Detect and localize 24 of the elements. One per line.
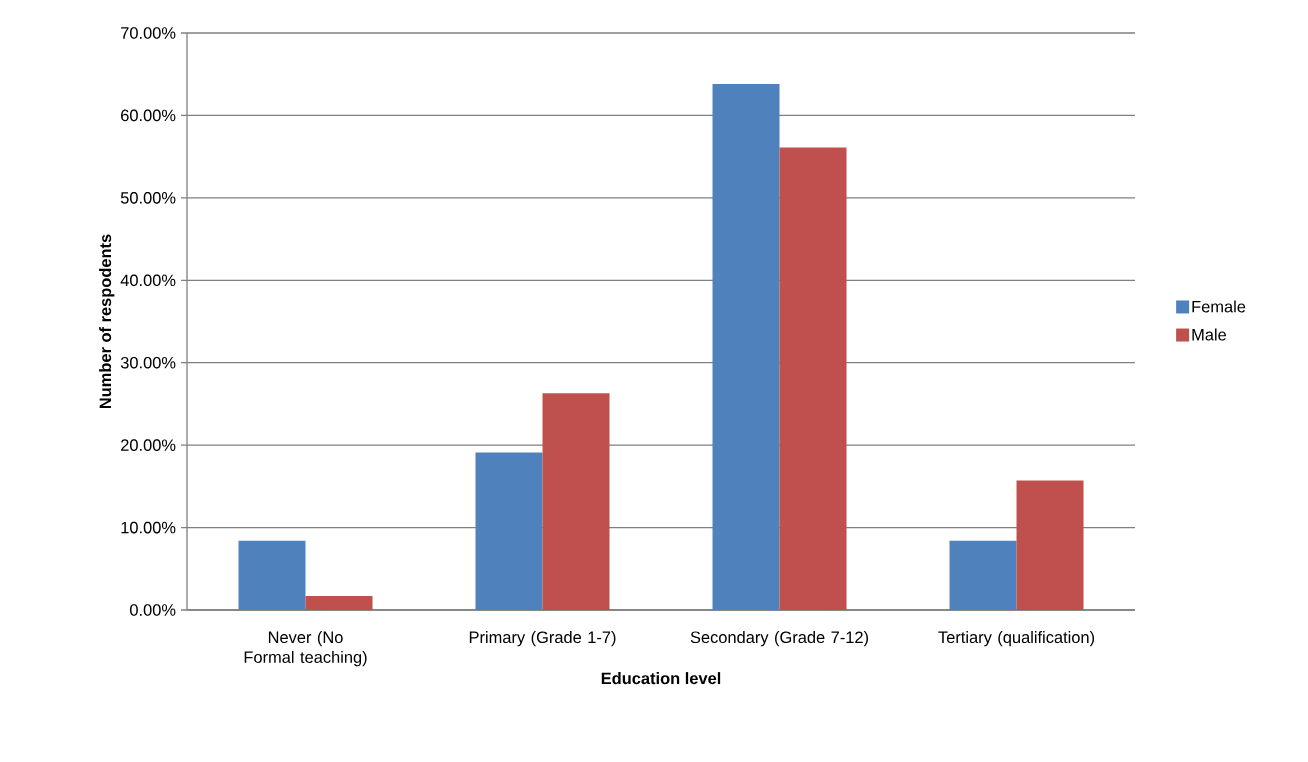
y-tick-label: 40.00%: [120, 274, 176, 287]
y-tick-label: 30.00%: [120, 356, 176, 369]
x-tick-label: Primary (Grade 1-7): [469, 631, 616, 647]
bar: [949, 540, 1017, 610]
y-tick-label: 70.00%: [121, 27, 176, 39]
x-tick-label: Never (No Formal teaching): [244, 631, 367, 667]
y-tick-label: 0.00%: [130, 604, 176, 616]
bar: [712, 84, 780, 610]
y-tick-label: 60.00%: [121, 109, 176, 122]
y-tick-label: 10.00%: [121, 521, 176, 534]
bar: [475, 452, 543, 610]
y-tick-label: 50.00%: [120, 192, 176, 204]
bar: [542, 393, 610, 610]
y-tick-label: 20.00%: [121, 439, 176, 451]
x-tick-label: Tertiary (qualification): [938, 631, 1095, 647]
legend-label: Male: [1192, 328, 1227, 341]
y-axis-title: Number of respodents: [99, 234, 115, 409]
bar: [238, 540, 306, 610]
legend-label: Female: [1192, 300, 1246, 313]
bar: [1016, 480, 1084, 610]
bar: [305, 595, 373, 610]
bar: [779, 147, 847, 610]
x-axis-title: Education level: [601, 672, 721, 685]
x-tick-label: Secondary (Grade 7-12): [690, 631, 868, 647]
